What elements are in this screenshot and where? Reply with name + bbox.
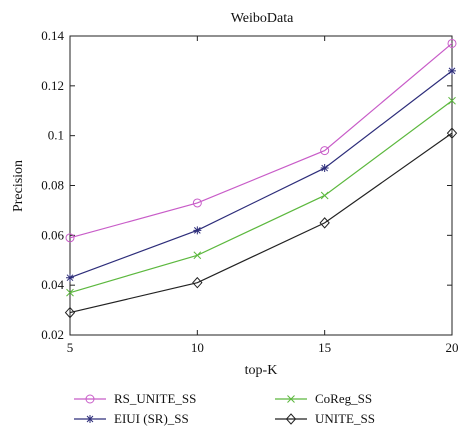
series-line [69, 43, 453, 239]
legend-label: EIUI (SR)_SS [114, 411, 189, 426]
x-tick-label: 5 [67, 340, 74, 355]
x-tick-label: 10 [191, 340, 204, 355]
data-point [192, 198, 202, 208]
legend-marker [86, 415, 94, 423]
data-point [66, 273, 74, 282]
data-point [320, 146, 330, 156]
data-point [320, 164, 329, 173]
series-line [69, 70, 453, 279]
data-point [66, 288, 74, 297]
y-axis-label: Precision [11, 160, 26, 212]
y-tick-label: 0.02 [41, 327, 64, 342]
legend-marker [285, 413, 297, 425]
legend-label: CoReg_SS [315, 391, 372, 406]
legend-label: UNITE_SS [315, 411, 375, 426]
data-point [446, 127, 458, 139]
y-tick-label: 0.12 [41, 78, 64, 93]
legend-item: RS_UNITE_SS [74, 391, 196, 406]
y-axis: 0.02 0.04 0.06 0.08 0.1 0.12 0.14 [41, 28, 452, 342]
x-axis: 5 10 15 20 [67, 36, 459, 355]
legend-marker [287, 395, 295, 403]
y-tick-label: 0.08 [41, 178, 64, 193]
legend-item: EIUI (SR)_SS [74, 411, 189, 426]
legend-item: UNITE_SS [275, 411, 375, 426]
plot-area [69, 35, 453, 336]
y-tick-label: 0.1 [48, 128, 64, 143]
series-2 [66, 96, 456, 297]
series-3 [64, 127, 458, 319]
data-point [64, 306, 76, 319]
y-tick-label: 0.14 [41, 28, 64, 43]
data-point [192, 276, 203, 289]
data-point [193, 226, 202, 235]
data-point [65, 233, 75, 243]
y-tick-label: 0.06 [41, 227, 64, 242]
series-line [69, 132, 453, 314]
data-point [193, 251, 202, 260]
legend: RS_UNITE_SS EIUI (SR)_SS CoReg_SS UNITE_SS [74, 391, 375, 426]
series-line [69, 100, 453, 294]
series-layer [64, 38, 458, 319]
data-point [447, 38, 457, 48]
chart-title: WeiboData [231, 11, 294, 26]
y-tick-label: 0.04 [41, 277, 64, 292]
series-0 [65, 38, 457, 243]
x-tick-label: 15 [318, 340, 331, 355]
legend-item: CoReg_SS [275, 391, 372, 406]
data-point [319, 217, 330, 229]
x-axis-label: top-K [245, 363, 278, 378]
legend-marker [85, 394, 95, 404]
series-1 [66, 66, 456, 282]
data-point [448, 66, 456, 75]
data-point [448, 96, 456, 105]
legend-label: RS_UNITE_SS [114, 391, 196, 406]
data-point [320, 191, 329, 200]
x-tick-label: 20 [446, 340, 459, 355]
